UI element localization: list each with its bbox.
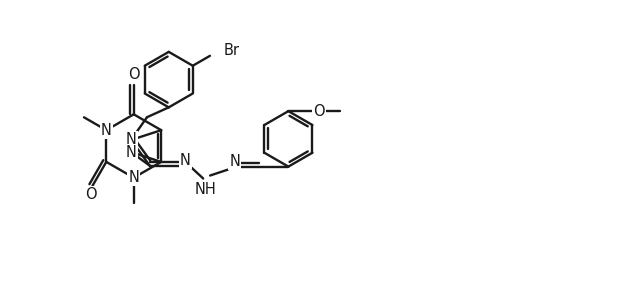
- Text: O: O: [84, 187, 96, 202]
- Text: N: N: [230, 154, 241, 169]
- Text: N: N: [128, 170, 139, 185]
- Text: O: O: [314, 104, 325, 119]
- Text: N: N: [125, 145, 136, 160]
- Text: N: N: [101, 123, 112, 138]
- Text: N: N: [180, 153, 191, 168]
- Text: O: O: [128, 67, 140, 82]
- Text: Br: Br: [224, 44, 240, 58]
- Text: N: N: [125, 133, 136, 148]
- Text: NH: NH: [195, 182, 216, 197]
